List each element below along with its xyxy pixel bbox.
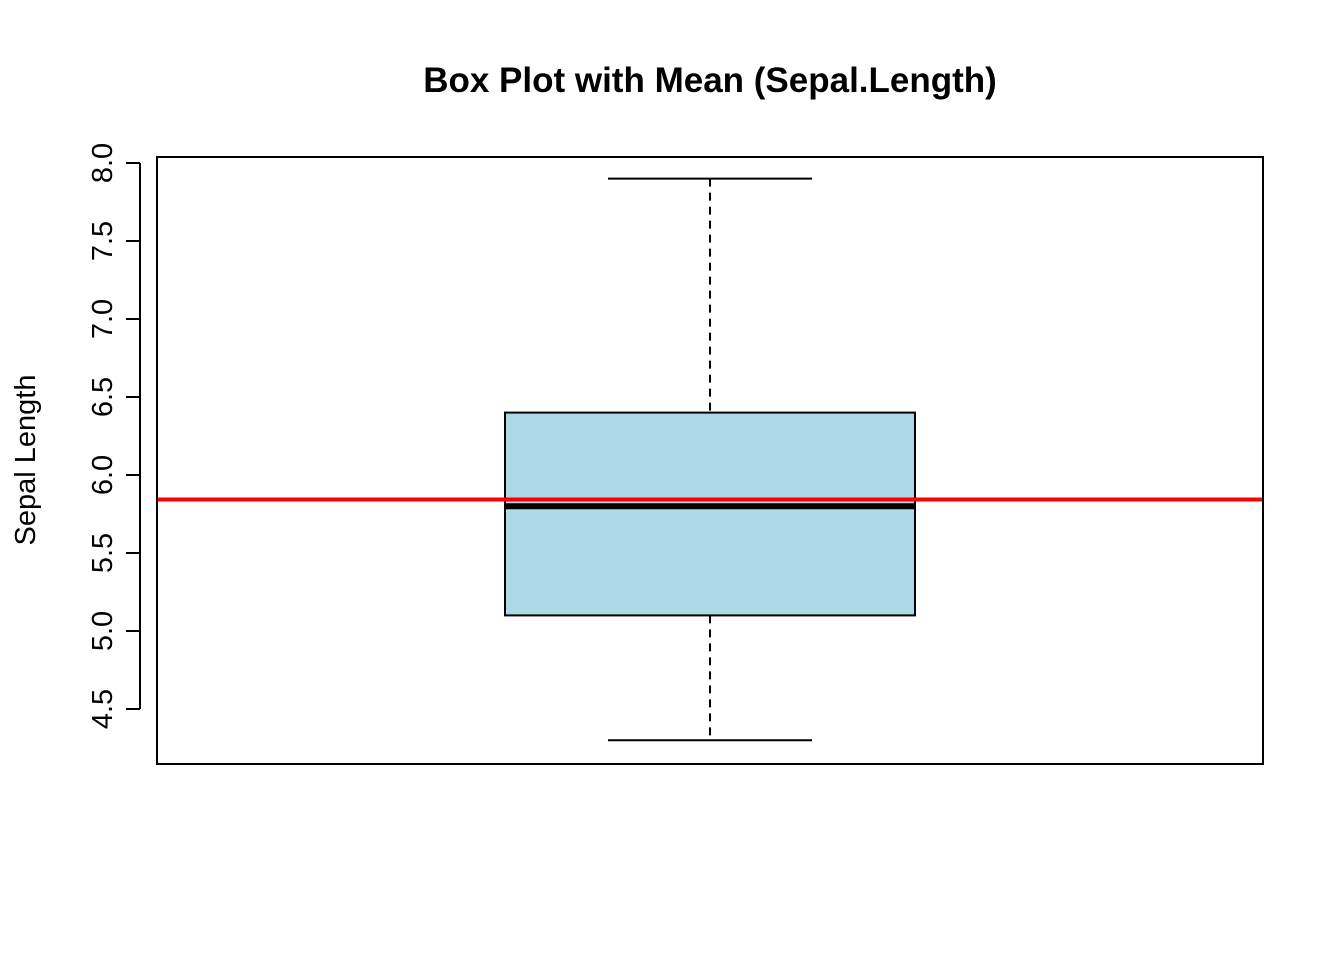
y-tick-label: 6.0	[87, 455, 119, 495]
y-tick-label: 5.5	[87, 533, 119, 573]
y-axis: 4.5 5.0 5.5 6.0 6.5 7.0 7.5 8.0	[87, 143, 141, 729]
y-axis-label: Sepal Length	[10, 375, 42, 546]
y-tick-label: 4.5	[87, 689, 119, 729]
y-tick-label: 5.0	[87, 611, 119, 651]
chart-title: Box Plot with Mean (Sepal.Length)	[423, 61, 997, 100]
plot-content	[157, 177, 1263, 742]
plot-frame	[156, 156, 1264, 765]
y-tick-label: 7.5	[87, 221, 119, 261]
y-tick-label: 7.0	[87, 299, 119, 339]
y-tick-label: 6.5	[87, 377, 119, 417]
interquartile-box	[504, 411, 916, 617]
y-tick-label: 8.0	[87, 143, 119, 183]
